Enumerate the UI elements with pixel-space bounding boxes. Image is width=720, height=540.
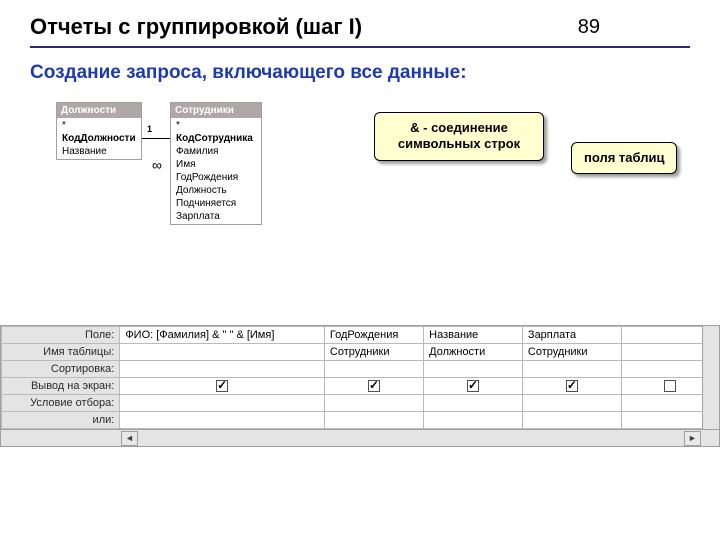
- grid-cell[interactable]: [324, 412, 423, 429]
- grid-cell[interactable]: Название: [424, 327, 523, 344]
- grid-cell[interactable]: [120, 344, 325, 361]
- header-divider: [30, 46, 690, 48]
- checkbox-icon[interactable]: [566, 380, 578, 392]
- grid-cell[interactable]: [324, 395, 423, 412]
- row-label: или:: [2, 412, 120, 429]
- row-label: Поле:: [2, 327, 120, 344]
- table-field[interactable]: Подчиняется: [171, 197, 261, 210]
- table-field[interactable]: *: [57, 119, 141, 132]
- checkbox-icon[interactable]: [216, 380, 228, 392]
- grid-cell[interactable]: [120, 412, 325, 429]
- grid-cell[interactable]: [120, 361, 325, 378]
- table-field-pk[interactable]: КодСотрудника: [171, 132, 261, 145]
- grid-row-field: Поле: ФИО: [Фамилия] & " " & [Имя] ГодРо…: [2, 327, 719, 344]
- table-field[interactable]: Название: [57, 145, 141, 158]
- grid-cell[interactable]: ГодРождения: [324, 327, 423, 344]
- checkbox-icon[interactable]: [664, 380, 676, 392]
- page-subtitle: Создание запроса, включающего все данные…: [30, 62, 690, 84]
- table-field[interactable]: Зарплата: [171, 210, 261, 223]
- table-title: Должности: [57, 103, 141, 118]
- query-design-grid: Поле: ФИО: [Фамилия] & " " & [Имя] ГодРо…: [0, 325, 720, 447]
- relationship-diagram: Должности * КодДолжности Название Сотруд…: [56, 102, 720, 282]
- grid-show-cell[interactable]: [424, 378, 523, 395]
- table-title: Сотрудники: [171, 103, 261, 118]
- table-window-employees[interactable]: Сотрудники * КодСотрудника Фамилия Имя Г…: [170, 102, 262, 225]
- scroll-right-button[interactable]: ►: [684, 431, 701, 446]
- grid-cell[interactable]: [424, 412, 523, 429]
- grid-cell[interactable]: [424, 361, 523, 378]
- row-label: Условие отбора:: [2, 395, 120, 412]
- grid-cell[interactable]: [120, 395, 325, 412]
- grid-row-table: Имя таблицы: Сотрудники Должности Сотруд…: [2, 344, 719, 361]
- grid-show-cell[interactable]: [324, 378, 423, 395]
- callout-fields: поля таблиц: [571, 142, 677, 174]
- grid-cell[interactable]: ФИО: [Фамилия] & " " & [Имя]: [120, 327, 325, 344]
- scroll-left-button[interactable]: ◄: [121, 431, 138, 446]
- callout-concat: & - соединение символьных строк: [374, 112, 544, 161]
- table-field[interactable]: Должность: [171, 184, 261, 197]
- relation-line: [142, 138, 170, 139]
- row-label: Вывод на экран:: [2, 378, 120, 395]
- grid-cell[interactable]: [522, 395, 621, 412]
- grid-show-cell[interactable]: [522, 378, 621, 395]
- qbe-grid[interactable]: Поле: ФИО: [Фамилия] & " " & [Имя] ГодРо…: [1, 326, 719, 429]
- grid-cell[interactable]: [522, 412, 621, 429]
- grid-row-criteria: Условие отбора:: [2, 395, 719, 412]
- grid-cell[interactable]: Сотрудники: [324, 344, 423, 361]
- checkbox-icon[interactable]: [368, 380, 380, 392]
- horizontal-scrollbar[interactable]: ◄ ►: [1, 429, 719, 446]
- checkbox-icon[interactable]: [467, 380, 479, 392]
- table-field[interactable]: Фамилия: [171, 145, 261, 158]
- grid-cell[interactable]: Зарплата: [522, 327, 621, 344]
- grid-cell[interactable]: [324, 361, 423, 378]
- grid-cell[interactable]: Должности: [424, 344, 523, 361]
- table-window-positions[interactable]: Должности * КодДолжности Название: [56, 102, 142, 160]
- grid-row-show: Вывод на экран:: [2, 378, 719, 395]
- grid-cell[interactable]: [522, 361, 621, 378]
- grid-row-or: или:: [2, 412, 719, 429]
- row-label: Имя таблицы:: [2, 344, 120, 361]
- vertical-scrollbar[interactable]: [702, 326, 719, 429]
- relation-one-label: 1: [147, 124, 152, 134]
- table-field[interactable]: *: [171, 119, 261, 132]
- relation-many-label: ∞: [152, 157, 162, 173]
- page-title: Отчеты с группировкой (шаг I): [30, 14, 578, 40]
- page-number: 89: [578, 16, 600, 39]
- row-label: Сортировка:: [2, 361, 120, 378]
- table-field-pk[interactable]: КодДолжности: [57, 132, 141, 145]
- grid-row-sort: Сортировка:: [2, 361, 719, 378]
- table-field[interactable]: Имя: [171, 158, 261, 171]
- grid-cell[interactable]: [424, 395, 523, 412]
- grid-show-cell[interactable]: [120, 378, 325, 395]
- grid-cell[interactable]: Сотрудники: [522, 344, 621, 361]
- table-field[interactable]: ГодРождения: [171, 171, 261, 184]
